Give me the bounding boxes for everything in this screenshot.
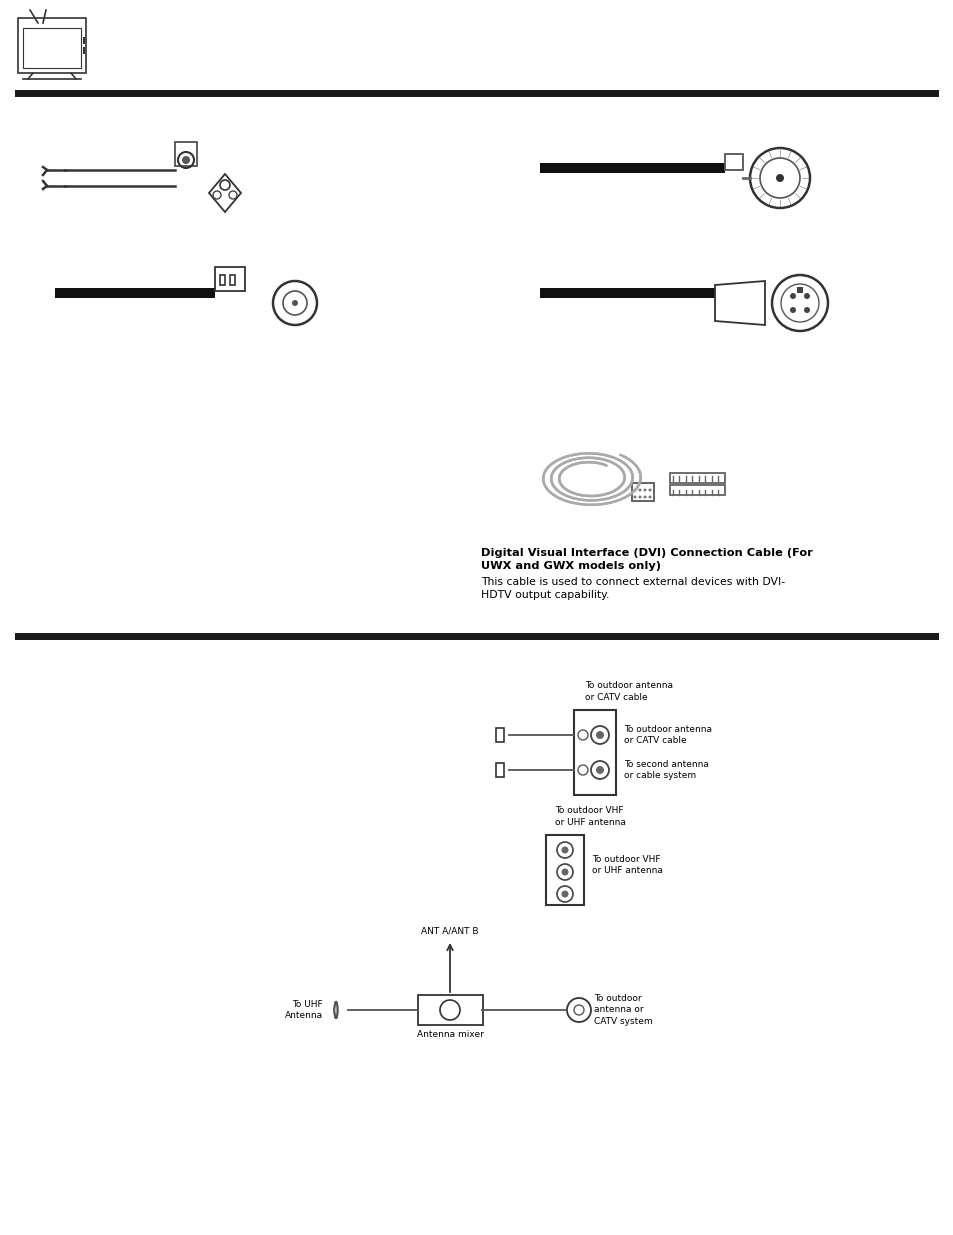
Circle shape bbox=[643, 495, 646, 499]
Bar bbox=[539, 288, 714, 298]
Circle shape bbox=[789, 308, 795, 312]
Circle shape bbox=[638, 495, 640, 499]
Bar bbox=[724, 154, 742, 170]
Circle shape bbox=[775, 174, 783, 182]
Bar bbox=[545, 835, 583, 905]
Bar bbox=[18, 19, 86, 73]
Text: To outdoor antenna
or CATV cable: To outdoor antenna or CATV cable bbox=[584, 682, 672, 701]
Bar bbox=[539, 163, 724, 173]
Text: To UHF
Antenna: To UHF Antenna bbox=[285, 999, 323, 1020]
Text: To outdoor
antenna or
CATV system: To outdoor antenna or CATV system bbox=[594, 994, 652, 1026]
Circle shape bbox=[638, 489, 640, 492]
Text: HDTV output capability.: HDTV output capability. bbox=[480, 590, 609, 600]
Text: To second antenna
or cable system: To second antenna or cable system bbox=[623, 760, 708, 781]
Circle shape bbox=[633, 495, 636, 499]
Circle shape bbox=[596, 766, 603, 774]
Text: ANT A/ANT B: ANT A/ANT B bbox=[421, 926, 478, 935]
Text: UWX and GWX models only): UWX and GWX models only) bbox=[480, 561, 660, 571]
Text: To outdoor VHF
or UHF antenna: To outdoor VHF or UHF antenna bbox=[592, 855, 662, 876]
Circle shape bbox=[182, 156, 190, 164]
Bar bbox=[574, 710, 616, 795]
Text: This cable is used to connect external devices with DVI-: This cable is used to connect external d… bbox=[480, 577, 784, 587]
Circle shape bbox=[561, 868, 568, 876]
Circle shape bbox=[561, 846, 568, 853]
Text: To outdoor VHF
or UHF antenna: To outdoor VHF or UHF antenna bbox=[555, 806, 625, 827]
Bar bbox=[669, 485, 724, 495]
Circle shape bbox=[633, 489, 636, 492]
Bar bbox=[496, 763, 503, 777]
Circle shape bbox=[561, 890, 568, 898]
Bar bbox=[55, 288, 214, 298]
Text: Antenna mixer: Antenna mixer bbox=[416, 1030, 483, 1039]
Circle shape bbox=[803, 293, 809, 299]
Circle shape bbox=[789, 293, 795, 299]
Text: To outdoor antenna
or CATV cable: To outdoor antenna or CATV cable bbox=[623, 725, 711, 746]
Circle shape bbox=[643, 489, 646, 492]
Bar bbox=[220, 275, 225, 285]
Circle shape bbox=[596, 731, 603, 739]
Bar bbox=[496, 727, 503, 742]
Bar bbox=[631, 483, 654, 501]
Circle shape bbox=[648, 489, 651, 492]
Bar bbox=[417, 995, 482, 1025]
Circle shape bbox=[803, 308, 809, 312]
Bar bbox=[796, 287, 802, 293]
Bar bbox=[214, 267, 245, 291]
Bar bbox=[230, 275, 234, 285]
Circle shape bbox=[648, 495, 651, 499]
Bar bbox=[15, 90, 938, 98]
Circle shape bbox=[292, 300, 297, 306]
Bar bbox=[669, 473, 724, 483]
Text: Digital Visual Interface (DVI) Connection Cable (For: Digital Visual Interface (DVI) Connectio… bbox=[480, 548, 812, 558]
Bar bbox=[15, 634, 938, 640]
Bar bbox=[23, 28, 81, 68]
Bar bbox=[174, 142, 196, 165]
